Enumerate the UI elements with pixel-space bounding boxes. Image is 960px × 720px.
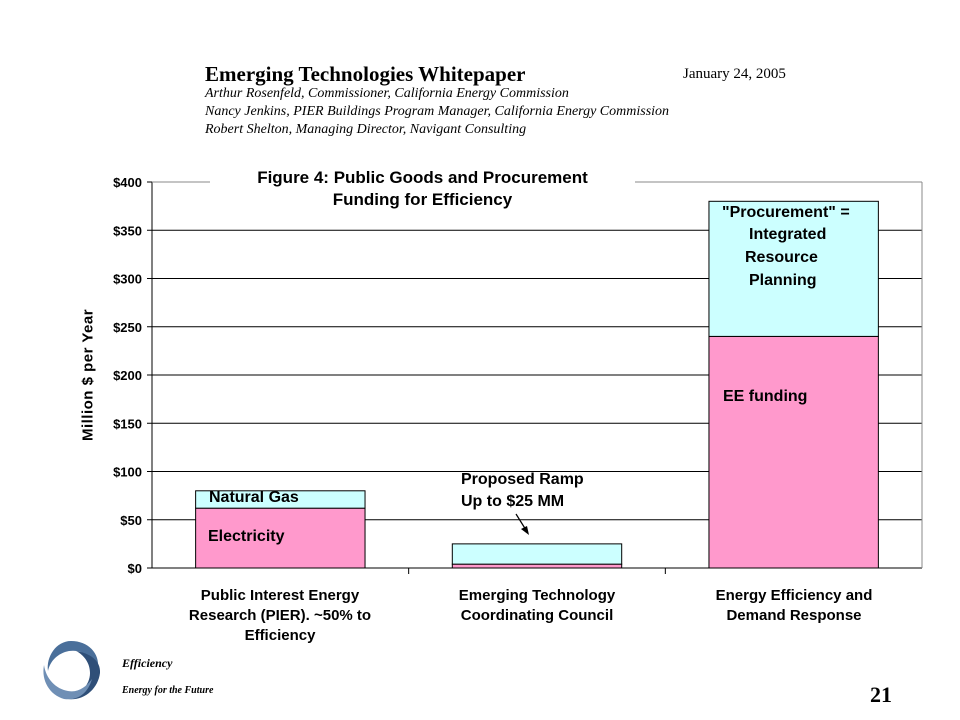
x-category-line: Emerging Technology bbox=[458, 587, 616, 604]
y-tick-label: $400 bbox=[113, 175, 142, 190]
x-category-line: Research (PIER). ~50% to bbox=[188, 607, 372, 624]
document-title: Emerging Technologies Whitepaper bbox=[205, 62, 526, 86]
y-tick-label: $300 bbox=[113, 272, 142, 287]
x-category-line: Coordinating Council bbox=[460, 607, 614, 624]
x-category-line: Efficiency bbox=[244, 627, 316, 644]
page-number: 21 bbox=[870, 682, 892, 707]
y-tick-label: $200 bbox=[113, 368, 142, 383]
electricity-label: Electricity bbox=[208, 528, 285, 545]
x-category-label: Energy Efficiency and Demand Response bbox=[669, 586, 919, 626]
y-axis-label-text: Million $ per Year bbox=[79, 308, 97, 442]
logo-text: Efficiency bbox=[122, 656, 173, 670]
document-date: January 24, 2005 bbox=[683, 66, 786, 82]
y-tick-label: $50 bbox=[120, 513, 142, 528]
chart-title-line: Figure 4: Public Goods and Procurement bbox=[257, 168, 588, 187]
x-category-line: Demand Response bbox=[726, 607, 862, 624]
x-category-line: Public Interest Energy bbox=[200, 587, 360, 604]
y-tick-label: $0 bbox=[128, 561, 142, 576]
procurement-label-line: Planning bbox=[749, 272, 817, 289]
x-category-label: Public Interest Energy Research (PIER). … bbox=[155, 586, 405, 646]
x-category-label: Emerging Technology Coordinating Council bbox=[412, 586, 662, 626]
y-tick-label: $350 bbox=[113, 223, 142, 238]
natural-gas-label: Natural Gas bbox=[209, 489, 299, 506]
bar-segment bbox=[451, 563, 623, 569]
author-line: Robert Shelton, Managing Director, Navig… bbox=[205, 122, 527, 137]
bar-segment bbox=[195, 490, 366, 509]
x-category-line: Energy Efficiency and bbox=[715, 587, 873, 604]
procurement-label-line: Resource bbox=[745, 249, 818, 266]
ramp-arrow bbox=[515, 513, 527, 531]
y-tick-label: $150 bbox=[113, 416, 142, 431]
y-tick-label: $100 bbox=[113, 465, 142, 480]
author-line: Arthur Rosenfeld, Commissioner, Californ… bbox=[205, 86, 569, 101]
procurement-label-line: Integrated bbox=[749, 226, 827, 243]
bar-segment bbox=[708, 200, 879, 337]
logo-swirl-icon bbox=[43, 641, 101, 700]
ramp-label-line: Proposed Ramp bbox=[461, 471, 584, 488]
ee-funding-label: EE funding bbox=[723, 388, 808, 405]
ramp-arrowhead bbox=[521, 526, 529, 535]
y-tick-label: $250 bbox=[113, 320, 142, 335]
tagline: Energy for the Future bbox=[122, 685, 214, 696]
author-line: Nancy Jenkins, PIER Buildings Program Ma… bbox=[205, 104, 670, 119]
bar-segment bbox=[708, 335, 879, 569]
chart-title-line: Funding for Efficiency bbox=[332, 190, 513, 209]
bar-segment bbox=[451, 543, 623, 565]
ramp-label-line: Up to $25 MM bbox=[461, 493, 565, 510]
procurement-label-line: "Procurement" = bbox=[722, 204, 850, 221]
chart-title: Figure 4: Public Goods and Procurement F… bbox=[210, 167, 635, 211]
